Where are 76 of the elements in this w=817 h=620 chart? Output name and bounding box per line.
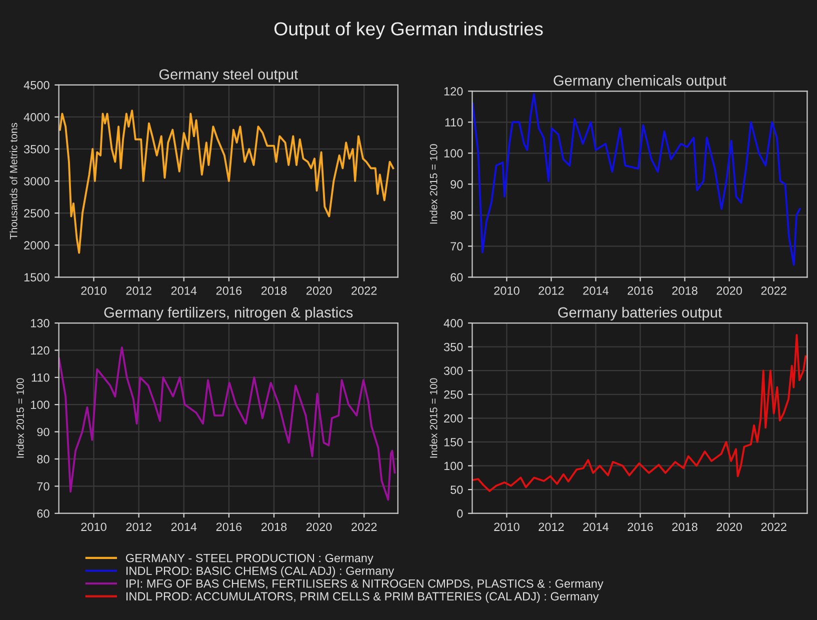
x-tick-label: 2014 <box>583 522 609 532</box>
y-tick-label: 350 <box>444 342 463 352</box>
x-tick-label: 2014 <box>171 286 197 295</box>
y-tick-label: 0 <box>457 509 463 518</box>
y-tick-label: 120 <box>444 87 463 96</box>
x-tick-label: 2012 <box>538 286 564 295</box>
y-tick-label: 100 <box>444 462 463 470</box>
legend-label: INDL PROD: BASIC CHEMS (CAL ADJ) : Germany <box>126 566 394 578</box>
y-tick-label: 3500 <box>24 145 50 154</box>
legend-label: GERMANY - STEEL PRODUCTION : Germany <box>126 554 374 565</box>
x-tick-label: 2012 <box>126 286 152 295</box>
y-axis-title: Index 2015 = 100 <box>430 378 438 458</box>
chart-title: Germany chemicals output <box>554 75 726 89</box>
x-tick-label: 2020 <box>716 522 742 532</box>
line-series <box>58 110 394 254</box>
y-tick-label: 60 <box>37 509 50 518</box>
y-tick-label: 130 <box>31 319 50 328</box>
y-axis-title: Index 2015 = 100 <box>430 144 438 224</box>
chart-title: Germany fertilizers, nitrogen & plastics <box>104 306 353 320</box>
x-tick-label: 2020 <box>716 286 742 295</box>
y-tick-label: 3000 <box>24 177 50 186</box>
y-tick-label: 90 <box>37 428 50 436</box>
y-tick-label: 110 <box>32 373 50 382</box>
x-tick-label: 2018 <box>261 286 287 295</box>
x-tick-label: 2016 <box>628 522 653 532</box>
y-tick-label: 50 <box>450 486 463 494</box>
x-tick-label: 2022 <box>761 286 786 295</box>
y-tick-label: 150 <box>444 438 463 446</box>
y-tick-label: 80 <box>37 455 50 464</box>
y-tick-label: 90 <box>450 180 463 189</box>
y-tick-label: 60 <box>450 273 463 282</box>
chart-title: Germany steel output <box>159 68 298 82</box>
y-tick-label: 2000 <box>24 241 50 250</box>
y-tick-label: 1500 <box>24 273 50 282</box>
y-tick-label: 110 <box>445 118 463 127</box>
x-tick-label: 2014 <box>171 522 197 532</box>
x-tick-label: 2022 <box>761 522 786 532</box>
line-series <box>58 346 396 501</box>
y-tick-label: 250 <box>444 390 463 399</box>
y-axis-title: Thousands of Metric tons <box>10 122 18 240</box>
y-tick-label: 4500 <box>24 80 50 90</box>
x-tick-label: 2016 <box>216 286 242 295</box>
x-tick-label: 2010 <box>81 522 106 532</box>
line-series <box>472 334 807 492</box>
y-tick-label: 100 <box>444 149 463 158</box>
x-tick-label: 2020 <box>306 522 332 532</box>
x-tick-label: 2018 <box>261 522 287 532</box>
x-tick-label: 2016 <box>216 522 242 532</box>
text: Output of key German industries <box>274 22 543 40</box>
x-tick-label: 2010 <box>81 286 106 295</box>
line-series <box>472 93 801 266</box>
chart-title: Germany batteries output <box>558 306 722 320</box>
y-axis-title: Index 2015 = 100 <box>16 378 24 458</box>
y-tick-label: 400 <box>444 319 463 328</box>
x-tick-label: 2016 <box>628 286 653 295</box>
x-tick-label: 2018 <box>672 286 698 295</box>
x-tick-label: 2014 <box>583 286 609 295</box>
x-tick-label: 2022 <box>352 286 377 295</box>
x-tick-label: 2010 <box>494 286 520 295</box>
y-tick-label: 4000 <box>24 113 50 122</box>
y-tick-label: 100 <box>31 400 50 409</box>
y-tick-label: 200 <box>444 414 463 423</box>
y-tick-label: 2500 <box>24 209 50 218</box>
x-tick-label: 2012 <box>538 522 564 532</box>
x-tick-label: 2018 <box>672 522 698 532</box>
x-tick-label: 2010 <box>494 522 520 532</box>
legend-label: IPI: MFG OF BAS CHEMS, FERTILISERS & NITROGEN CMPDS, PLASTICS & : Germany <box>126 579 604 590</box>
x-tick-label: 2022 <box>352 522 377 532</box>
y-tick-label: 120 <box>31 346 50 355</box>
legend-label: INDL PROD: ACCUMULATORS, PRIM CELLS & PRIM BATTERIES (CAL ADJ) : Germany <box>126 592 599 603</box>
y-tick-label: 300 <box>444 366 463 375</box>
x-tick-label: 2012 <box>126 522 152 532</box>
y-tick-label: 70 <box>450 242 463 251</box>
y-tick-label: 70 <box>37 482 50 491</box>
x-tick-label: 2020 <box>306 286 332 295</box>
y-tick-label: 80 <box>450 211 463 220</box>
